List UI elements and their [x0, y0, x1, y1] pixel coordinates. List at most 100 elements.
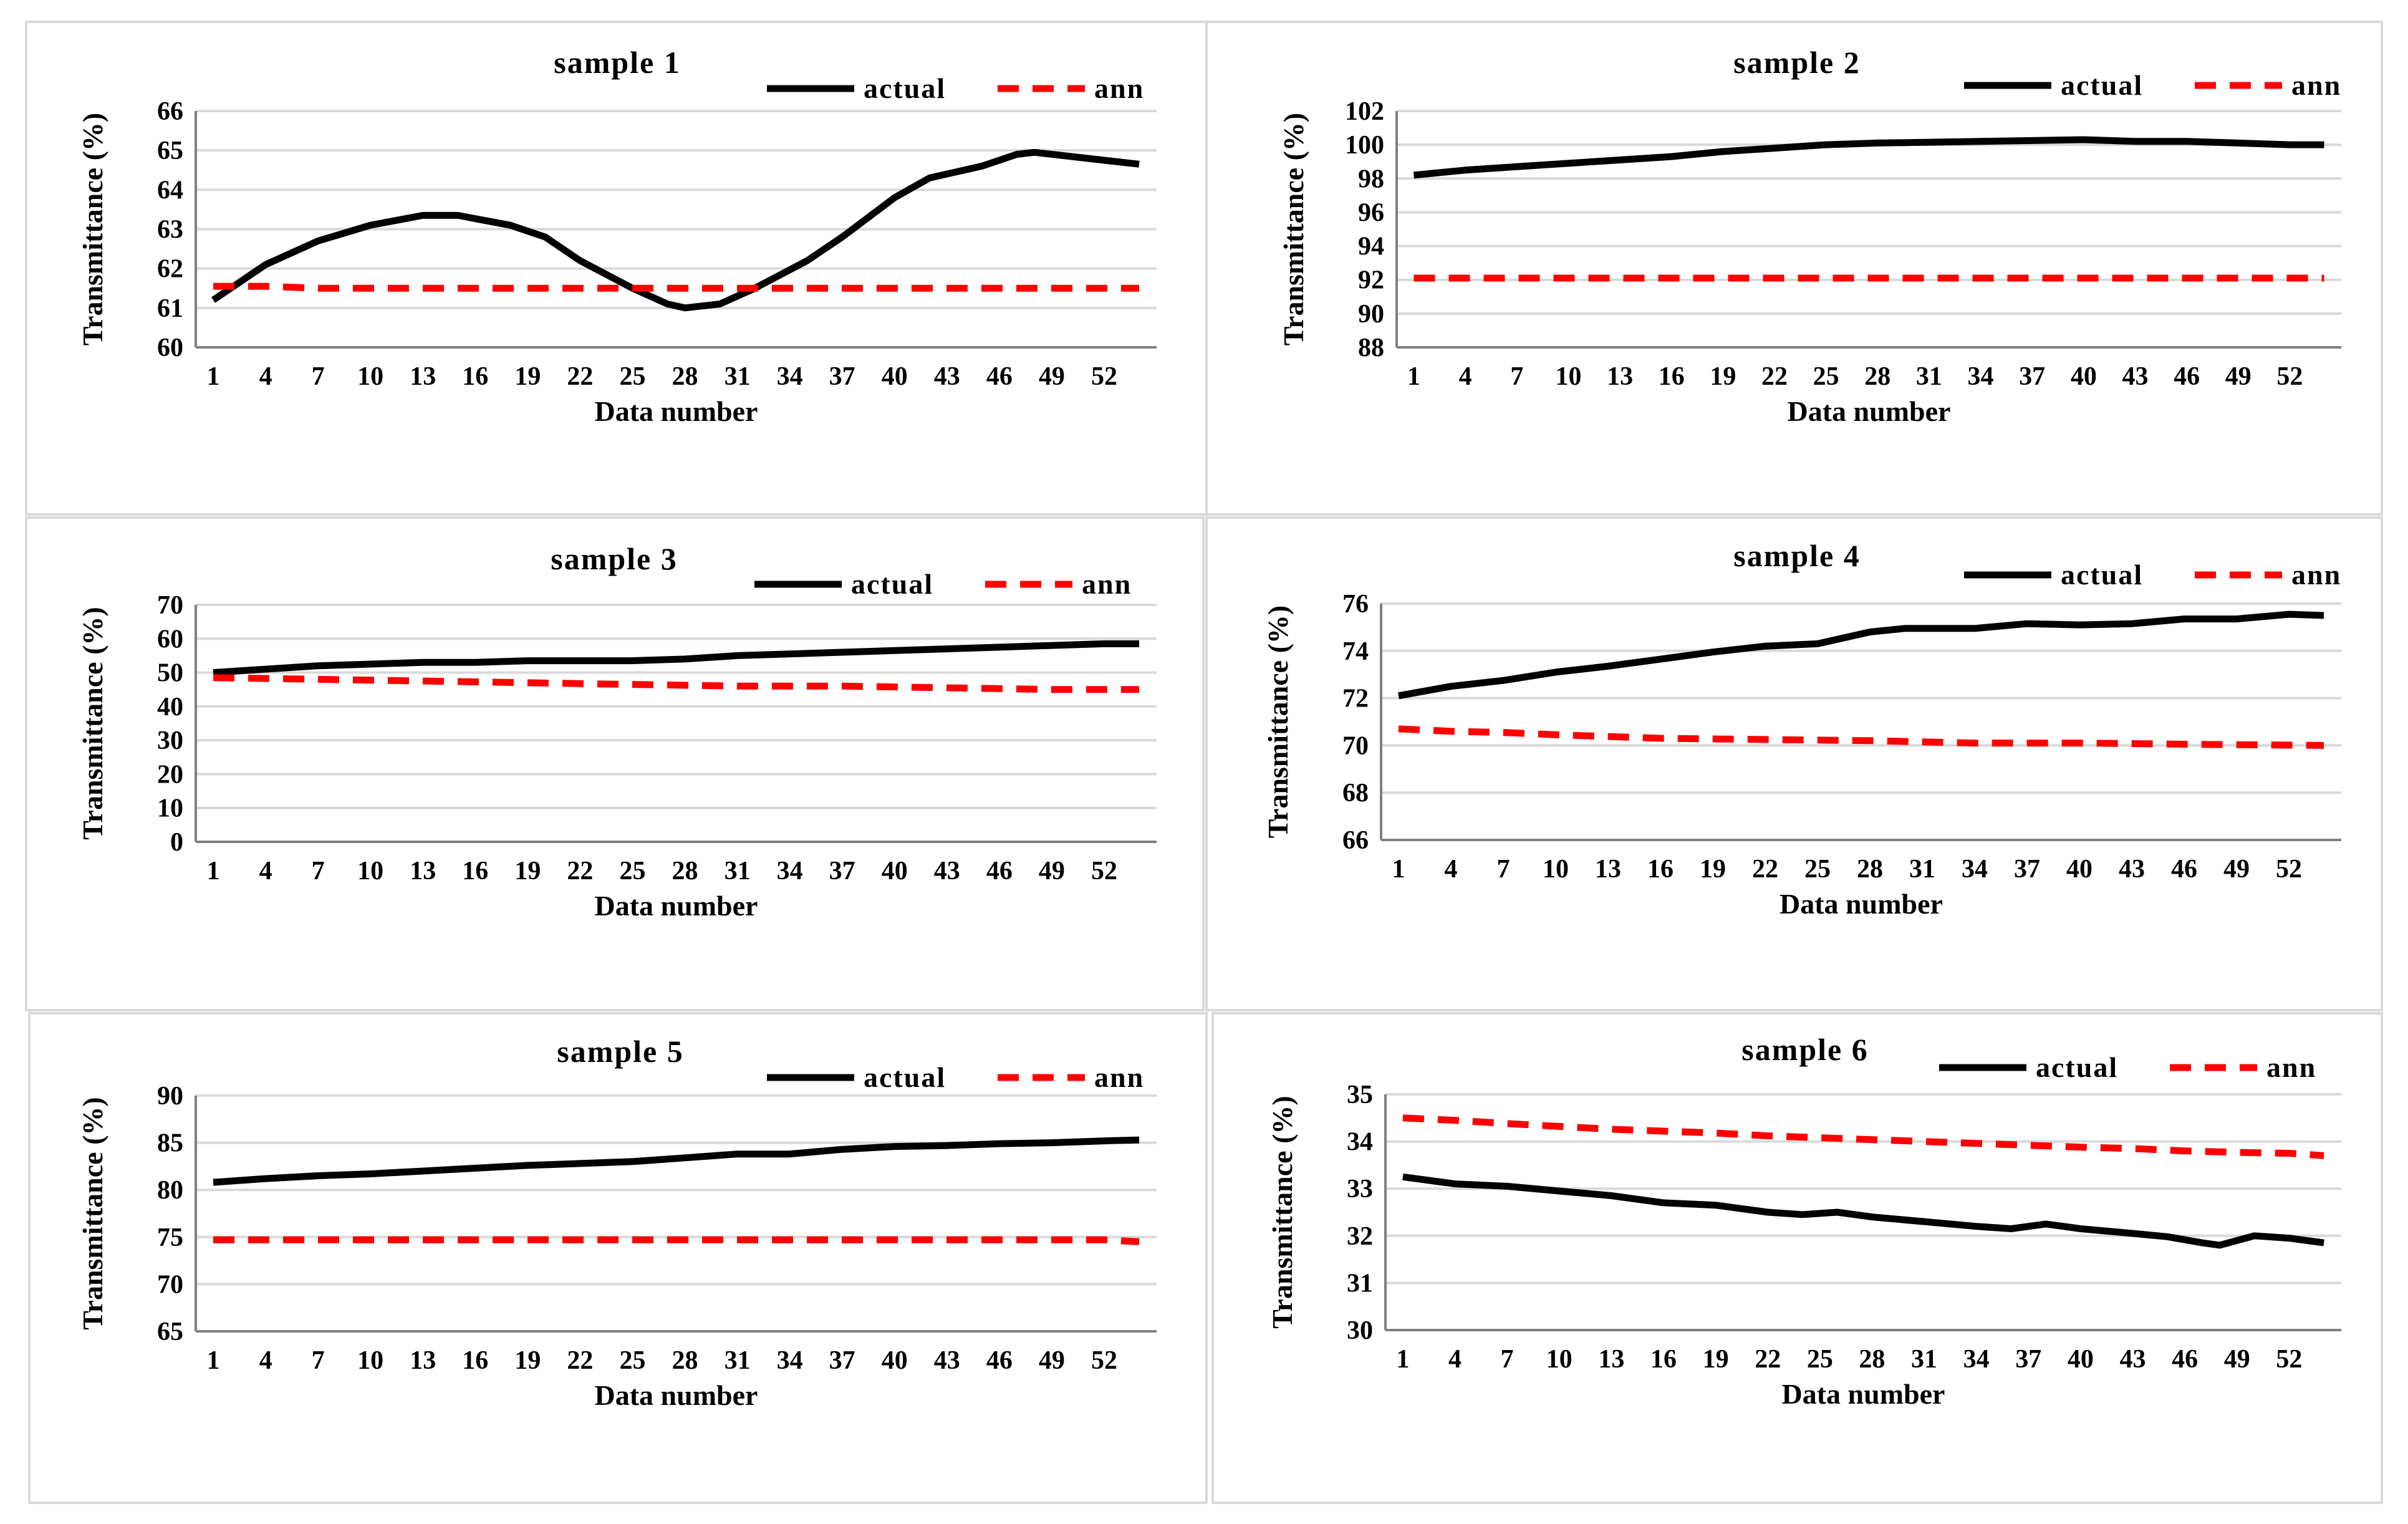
x-tick-label: 16: [462, 1346, 488, 1375]
chart-panel-6: 30 31 32 33 34 35 1 4 7 10 13 16 19 22 25 28 31 34 37 40 43 4…: [1211, 1012, 2383, 1504]
x-tick-label: 22: [567, 362, 593, 391]
series-line-actual: [213, 1136, 1140, 1186]
x-tick-label: 4: [1445, 855, 1458, 884]
x-tick-label: 52: [2276, 1345, 2302, 1374]
x-tick-label: 1: [1407, 362, 1420, 391]
series-line-ann: [213, 282, 1139, 292]
x-tick-label: 34: [1962, 855, 1988, 884]
x-tick-label: 25: [619, 1346, 645, 1375]
y-axis-label: Transmittance (%): [1262, 605, 1294, 838]
legend-label-actual: actual: [864, 72, 946, 104]
x-tick-label: 46: [2174, 362, 2200, 391]
legend-label-ann: ann: [1082, 568, 1132, 600]
x-tick-label: 46: [2172, 1345, 2198, 1374]
y-tick-label: 50: [157, 659, 183, 688]
x-tick-label: 40: [2068, 1345, 2094, 1374]
x-tick-label: 28: [1864, 362, 1890, 391]
y-tick-label: 70: [157, 1270, 183, 1299]
x-tick-label: 7: [312, 1346, 325, 1375]
x-tick-label: 22: [567, 1346, 593, 1375]
y-tick-label: 75: [157, 1223, 183, 1252]
x-tick-label: 13: [1595, 855, 1621, 884]
x-tick-label: 1: [1392, 855, 1405, 884]
x-tick-label: 22: [1752, 855, 1778, 884]
y-tick-label: 60: [157, 625, 183, 653]
series-line-ann: [1402, 1114, 2324, 1159]
y-tick-label: 72: [1342, 685, 1369, 713]
x-tick-label: 1: [1396, 1345, 1409, 1374]
x-tick-label: 52: [2276, 362, 2303, 391]
y-tick-label: 30: [1347, 1316, 1373, 1345]
x-tick-label: 28: [672, 362, 698, 391]
x-tick-label: 19: [514, 857, 541, 885]
x-tick-label: 49: [1039, 1346, 1065, 1375]
x-tick-label: 46: [986, 1346, 1013, 1375]
x-tick-label: 1: [207, 362, 220, 391]
legend-label-ann: ann: [2266, 1051, 2316, 1083]
y-tick-label: 74: [1342, 637, 1369, 666]
chart-panel-4: 66 68 70 72 74 76 1 4 7 10 13 16 19 22 25 28 31 34 37 40 43 4…: [1205, 516, 2383, 1011]
legend-label-ann: ann: [1094, 1061, 1144, 1093]
x-tick-label: 16: [1647, 855, 1674, 884]
x-tick-label: 19: [514, 362, 541, 391]
x-tick-label: 37: [2014, 855, 2040, 884]
y-tick-label: 65: [157, 137, 183, 165]
x-tick-label: 1: [207, 1346, 220, 1375]
x-tick-label: 19: [514, 1346, 541, 1375]
legend: actual ann: [767, 72, 1144, 104]
x-axis-label: Data number: [595, 1379, 758, 1411]
x-tick-label: 43: [2120, 1345, 2146, 1374]
x-tick-label: 43: [934, 1346, 960, 1375]
series-line-ann: [213, 1236, 1140, 1245]
legend-label-actual: actual: [2061, 69, 2143, 101]
x-tick-label: 37: [829, 1346, 855, 1375]
x-tick-label: 25: [619, 362, 645, 391]
legend: actual ann: [767, 1061, 1144, 1093]
chart-title: sample 3: [551, 541, 678, 576]
y-tick-label: 40: [157, 693, 183, 721]
x-tick-label: 49: [2223, 855, 2250, 884]
x-tick-label: 25: [1804, 855, 1831, 884]
x-tick-label: 13: [410, 1346, 436, 1375]
legend-label-actual: actual: [851, 568, 933, 600]
y-tick-label: 70: [1342, 731, 1369, 760]
x-axis-label: Data number: [1782, 1378, 1945, 1410]
y-tick-label: 62: [157, 255, 183, 284]
series-line-ann: [213, 674, 1139, 693]
x-tick-label: 37: [829, 857, 855, 885]
x-tick-label: 40: [2066, 855, 2093, 884]
y-tick-label: 96: [1358, 198, 1384, 227]
x-tick-label: 43: [934, 857, 960, 885]
chart-panel-2: 88 90 92 94 96 98 100 102 1 4 7 10 13 16 19 22 25 28 31 34 3…: [1205, 21, 2383, 516]
x-tick-label: 34: [777, 362, 803, 391]
x-tick-label: 25: [1807, 1345, 1833, 1374]
y-axis-label: Transmittance (%): [1278, 113, 1309, 345]
y-tick-label: 66: [1342, 826, 1369, 855]
x-tick-label: 34: [777, 1346, 803, 1375]
x-tick-label: 13: [410, 857, 436, 885]
x-tick-label: 7: [312, 362, 325, 391]
y-tick-label: 64: [157, 176, 183, 205]
y-tick-label: 98: [1358, 165, 1384, 193]
series-line-actual: [1413, 136, 2324, 179]
y-tick-label: 34: [1347, 1128, 1373, 1157]
x-tick-label: 22: [567, 857, 593, 885]
x-tick-label: 28: [1857, 855, 1883, 884]
x-tick-label: 4: [259, 1346, 272, 1375]
panel-border: [1205, 21, 2383, 516]
legend-label-actual: actual: [864, 1061, 946, 1093]
legend-label-ann: ann: [1094, 72, 1144, 104]
x-tick-label: 7: [1510, 362, 1523, 391]
y-tick-label: 30: [157, 726, 183, 755]
x-tick-label: 43: [934, 362, 960, 391]
x-tick-label: 40: [882, 1346, 908, 1375]
x-tick-label: 4: [1459, 362, 1472, 391]
panel-border: [28, 1012, 1208, 1504]
x-tick-label: 10: [1546, 1345, 1572, 1374]
y-tick-label: 31: [1347, 1269, 1373, 1298]
legend-label-actual: actual: [2061, 559, 2143, 591]
x-tick-label: 22: [1761, 362, 1788, 391]
x-tick-label: 31: [725, 1346, 751, 1375]
x-tick-label: 52: [2276, 855, 2302, 884]
